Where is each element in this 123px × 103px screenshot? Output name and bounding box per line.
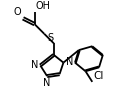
Text: N: N [43, 78, 50, 88]
Text: N: N [66, 57, 73, 67]
Text: Cl: Cl [93, 71, 104, 81]
Text: N: N [31, 60, 38, 70]
Text: OH: OH [36, 1, 51, 11]
Text: S: S [47, 33, 53, 43]
Text: O: O [14, 7, 21, 17]
